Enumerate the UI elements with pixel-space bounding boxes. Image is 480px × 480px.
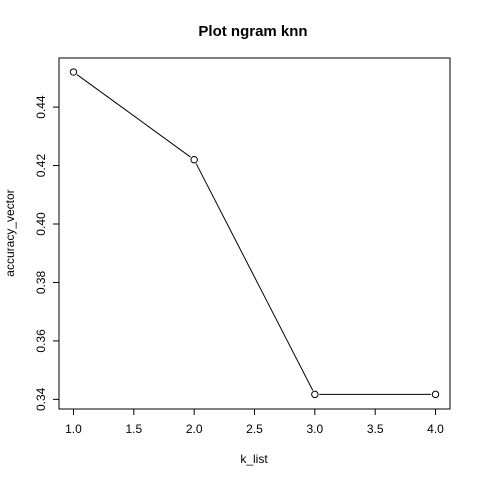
x-tick-label: 1.0 bbox=[65, 422, 82, 436]
x-axis: 1.0 1.5 2.0 2.5 3.0 3.5 4.0 bbox=[65, 409, 444, 436]
x-tick-label: 3.5 bbox=[367, 422, 384, 436]
chart-title: Plot ngram knn bbox=[198, 23, 307, 40]
y-tick-label: 0.36 bbox=[34, 329, 48, 353]
series-layer bbox=[69, 68, 440, 399]
data-point bbox=[190, 156, 198, 164]
x-tick-label: 1.5 bbox=[125, 422, 142, 436]
data-point bbox=[311, 390, 319, 399]
data-point bbox=[431, 390, 440, 399]
plot-area-frame bbox=[58, 57, 451, 410]
y-tick-label: 0.34 bbox=[34, 387, 48, 411]
x-axis-label: k_list bbox=[240, 452, 268, 466]
y-axis-label: accuracy_vector bbox=[3, 189, 17, 276]
x-tick-label: 3.0 bbox=[306, 422, 323, 436]
x-tick-label: 4.0 bbox=[427, 422, 444, 436]
series-line-segment bbox=[76, 74, 191, 158]
x-tick-label: 2.5 bbox=[246, 422, 263, 436]
y-tick-label: 0.42 bbox=[34, 154, 48, 178]
y-tick-label: 0.38 bbox=[34, 270, 48, 294]
y-axis: 0.34 0.36 0.38 0.40 0.42 0.44 bbox=[34, 95, 59, 411]
y-tick-label: 0.44 bbox=[34, 95, 48, 119]
y-tick-label: 0.40 bbox=[34, 212, 48, 236]
data-point bbox=[69, 68, 78, 76]
x-tick-label: 2.0 bbox=[186, 422, 203, 436]
series-line-segment bbox=[195, 163, 314, 391]
